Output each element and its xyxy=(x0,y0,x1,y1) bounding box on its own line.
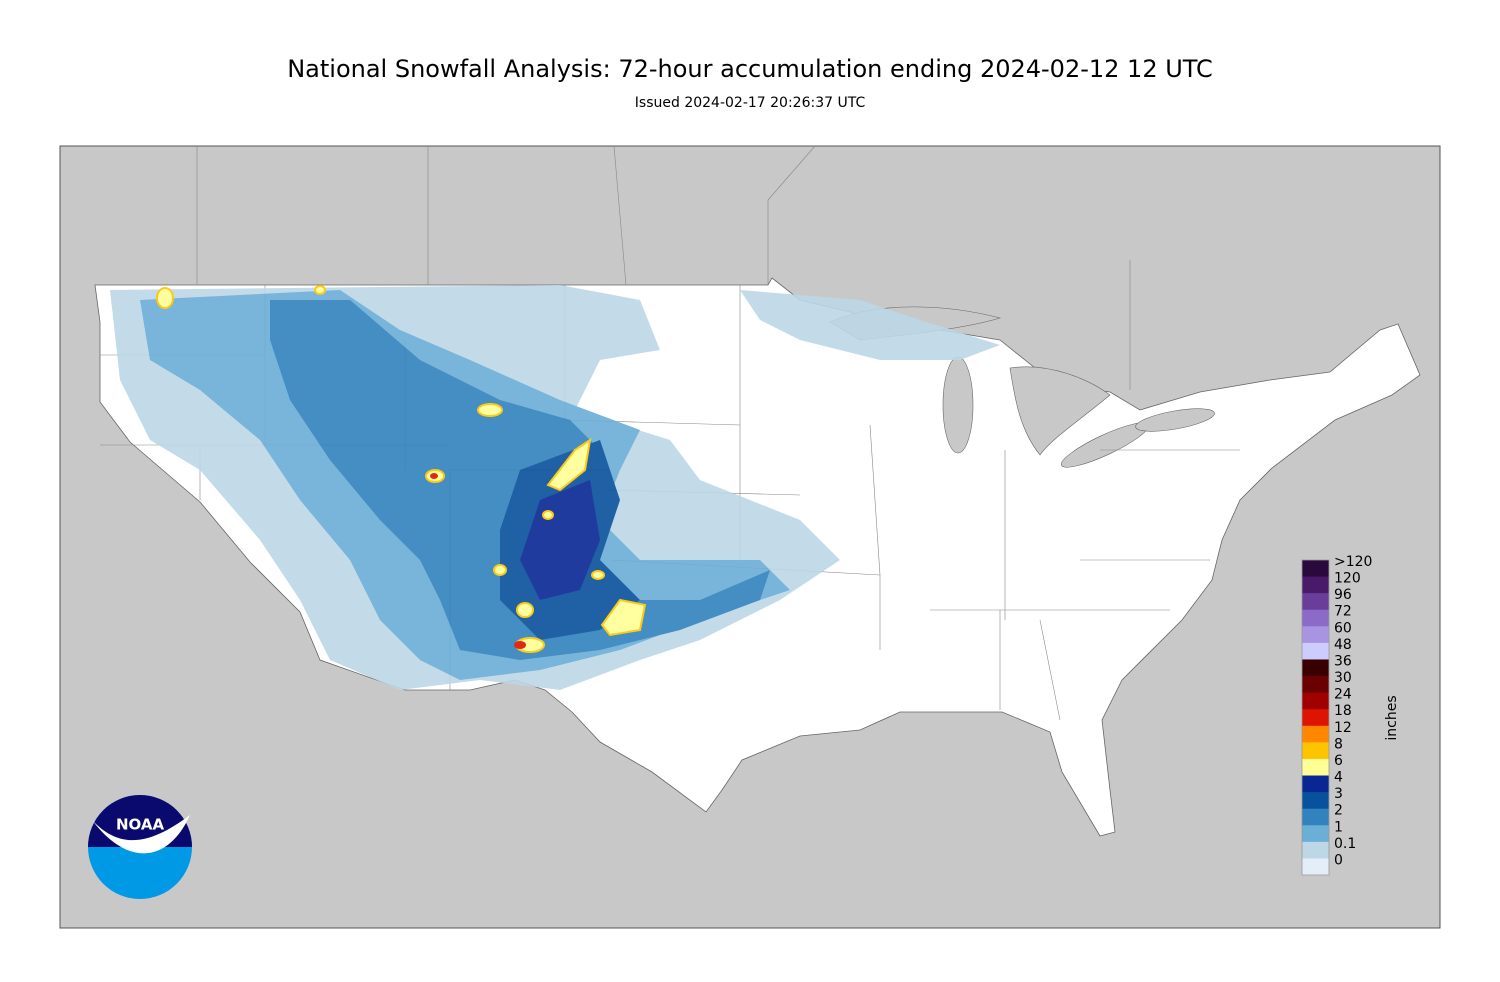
legend-swatch xyxy=(1302,676,1329,694)
logo-text: NOAA xyxy=(116,816,165,834)
legend-label: 0.1 xyxy=(1334,836,1356,852)
legend-label: 72 xyxy=(1334,604,1352,620)
legend-label: 24 xyxy=(1334,687,1352,703)
legend-label: 8 xyxy=(1334,736,1343,752)
legend-swatch xyxy=(1302,808,1329,826)
legend-swatch xyxy=(1302,858,1329,876)
legend-swatch xyxy=(1302,725,1329,743)
legend-swatch xyxy=(1302,692,1329,710)
legend-label: >120 xyxy=(1334,554,1372,570)
legend-swatch xyxy=(1302,609,1329,627)
legend-swatch xyxy=(1302,775,1329,793)
legend-swatch xyxy=(1302,841,1329,859)
legend-label: 18 xyxy=(1334,703,1352,719)
legend-swatch xyxy=(1302,758,1329,777)
legend-label: 6 xyxy=(1334,753,1343,769)
subtitle: Issued 2024-02-17 20:26:37 UTC xyxy=(635,95,866,111)
legend-label: 48 xyxy=(1334,637,1352,653)
lakes xyxy=(829,306,1215,468)
legend-label: 2 xyxy=(1334,803,1343,819)
legend-swatch xyxy=(1302,642,1329,660)
legend-label: 4 xyxy=(1334,770,1343,786)
legend-label: 3 xyxy=(1334,786,1343,802)
legend-swatch xyxy=(1302,626,1329,644)
map xyxy=(59,145,1441,929)
legend-label: 0 xyxy=(1334,852,1343,868)
legend-label: 120 xyxy=(1334,571,1361,587)
legend-swatch xyxy=(1302,825,1329,843)
legend-unit: inches xyxy=(1384,695,1400,740)
legend-label: 30 xyxy=(1334,670,1352,686)
legend-border xyxy=(1301,559,1330,876)
legend: inches >1201209672604836302418128643210.… xyxy=(1301,554,1400,876)
legend-swatch xyxy=(1302,560,1329,578)
legend-swatch xyxy=(1302,659,1329,677)
legend-swatch xyxy=(1302,709,1329,727)
legend-swatch xyxy=(1302,742,1329,760)
noaa-logo: NOAA xyxy=(88,795,192,899)
legend-label: 96 xyxy=(1334,587,1352,603)
snowfall xyxy=(110,285,1000,690)
title: National Snowfall Analysis: 72-hour accu… xyxy=(287,55,1213,83)
legend-swatch xyxy=(1302,593,1329,611)
legend-label: 60 xyxy=(1334,620,1352,636)
legend-label: 1 xyxy=(1334,819,1343,835)
legend-label: 12 xyxy=(1334,720,1352,736)
legend-swatch xyxy=(1302,576,1329,594)
legend-label: 36 xyxy=(1334,653,1352,669)
legend-swatch xyxy=(1302,792,1329,810)
